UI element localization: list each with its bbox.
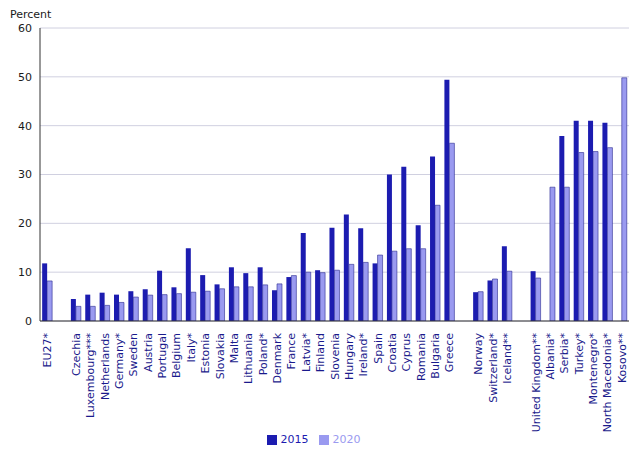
svg-text:Portugal: Portugal	[156, 333, 169, 379]
svg-text:Cyprus: Cyprus	[400, 333, 413, 372]
svg-text:Turkey*: Turkey*	[573, 333, 586, 376]
svg-text:Sweden: Sweden	[127, 333, 140, 376]
svg-text:France: France	[285, 333, 298, 370]
svg-text:Spain: Spain	[372, 333, 385, 364]
svg-text:Estonia: Estonia	[199, 333, 212, 374]
svg-text:Slovenia: Slovenia	[329, 333, 342, 380]
svg-text:Finland: Finland	[314, 333, 327, 372]
svg-text:Greece: Greece	[443, 333, 456, 372]
svg-text:50: 50	[18, 71, 32, 84]
svg-text:Czechia: Czechia	[70, 333, 83, 376]
svg-text:20: 20	[18, 217, 32, 230]
svg-text:Lithuania: Lithuania	[242, 333, 255, 384]
svg-text:60: 60	[18, 22, 32, 35]
svg-text:Kosovo**: Kosovo**	[616, 333, 629, 384]
svg-text:Ireland*: Ireland*	[357, 333, 370, 377]
svg-text:United Kingdom**: United Kingdom**	[530, 333, 543, 433]
svg-text:Norway: Norway	[472, 333, 485, 375]
svg-text:Germany*: Germany*	[113, 333, 126, 390]
svg-text:Poland*: Poland*	[257, 333, 270, 376]
svg-text:Croatia: Croatia	[386, 333, 399, 373]
svg-text:North Macedonia*: North Macedonia*	[601, 333, 614, 433]
svg-text:Belgium: Belgium	[170, 333, 183, 378]
svg-text:Malta: Malta	[228, 333, 241, 363]
svg-text:Netherlands: Netherlands	[99, 333, 112, 400]
svg-text:40: 40	[18, 120, 32, 133]
svg-text:Austria: Austria	[142, 333, 155, 372]
svg-text:Latvia*: Latvia*	[300, 333, 313, 372]
html-text:Percent: Percent	[10, 8, 52, 21]
svg-text:Slovakia: Slovakia	[214, 333, 227, 379]
svg-text:Italy*: Italy*	[185, 333, 198, 363]
svg-text:Denmark: Denmark	[271, 332, 284, 383]
svg-text:Bulgaria: Bulgaria	[429, 333, 442, 379]
svg-text:Iceland**: Iceland**	[501, 333, 514, 384]
svg-text:30: 30	[18, 168, 32, 181]
svg-text:0: 0	[25, 315, 32, 328]
svg-text:10: 10	[18, 266, 32, 279]
svg-text:Hungary: Hungary	[343, 333, 356, 380]
svg-text:Switzerland*: Switzerland*	[487, 333, 500, 403]
svg-text:Montenegro*: Montenegro*	[587, 333, 600, 405]
svg-text:EU27*: EU27*	[41, 333, 54, 368]
svg-text:Serbia*: Serbia*	[558, 333, 571, 374]
svg-text:Albania*: Albania*	[544, 333, 557, 380]
html-text:2015: 2015	[280, 433, 309, 446]
html-text:2020: 2020	[332, 433, 361, 446]
svg-text:Romania: Romania	[415, 333, 428, 381]
svg-text:Luxembourg***: Luxembourg***	[84, 333, 97, 419]
